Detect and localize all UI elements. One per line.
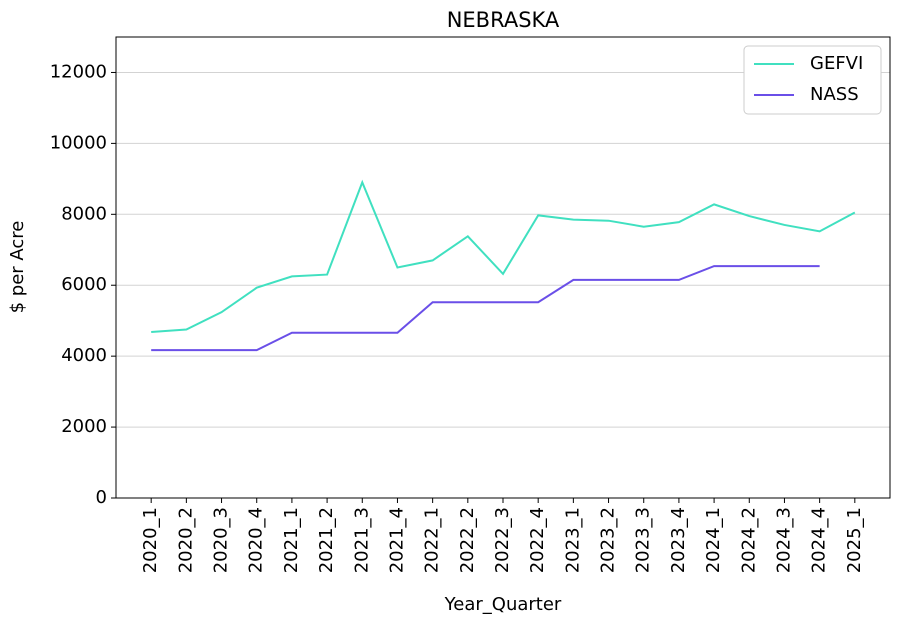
y-tick-label: 8000 [61,203,107,224]
plot-frame [115,36,891,499]
x-tick-label: 2021_1 [281,507,302,573]
data-line [151,179,856,334]
x-tick-label: 2022_3 [492,507,513,573]
y-tick-label: 12000 [50,61,107,82]
y-tick-label: 6000 [61,274,107,295]
x-tick-label: 2024_1 [703,507,724,573]
x-tick-label: 2024_3 [773,507,794,573]
y-tick-label: 0 [96,487,107,508]
x-tick-label: 2020_1 [140,507,161,573]
chart-title: NEBRASKA [447,8,560,32]
x-tick-label: 2023_1 [562,507,583,573]
y-axis-label: $ per Acre [7,221,28,314]
y-tick-label: 10000 [50,132,107,153]
x-tick-label: 2021_3 [351,507,372,573]
x-tick-label: 2022_4 [527,507,548,573]
legend-label: NASS [810,84,859,105]
legend-label: GEFVI [810,53,863,74]
x-tick-label: 2023_2 [598,507,619,573]
y-tick-label: 2000 [61,416,107,437]
x-tick-label: 2021_4 [386,507,407,573]
x-tick-label: 2020_3 [211,507,232,573]
y-tick-label: 4000 [61,345,107,366]
x-tick-label: 2025_1 [844,507,865,573]
x-axis-label: Year_Quarter [444,594,562,615]
x-tick-label: 2022_2 [457,507,478,573]
x-tick-label: 2023_3 [633,507,654,573]
x-tick-label: 2020_4 [246,507,267,573]
x-tick-label: 2021_2 [316,507,337,573]
x-tick-label: 2020_2 [175,507,196,573]
x-tick-label: 2022_1 [422,507,443,573]
x-tick-label: 2023_4 [668,507,689,573]
x-tick-label: 2024_4 [809,507,830,573]
data-line [151,265,820,352]
x-tick-label: 2024_2 [738,507,759,573]
